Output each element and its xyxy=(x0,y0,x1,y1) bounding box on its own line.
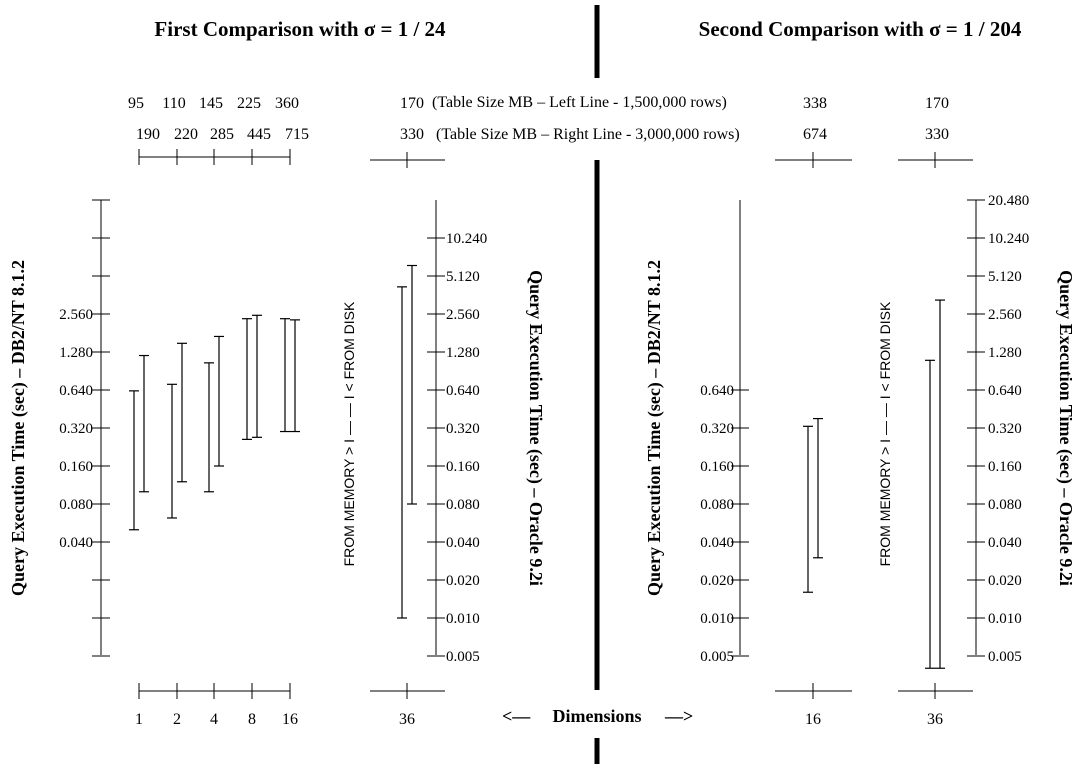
y-tick-label: 0.320 xyxy=(700,421,734,437)
size-label-right-value: 220 xyxy=(174,126,198,143)
y-tick-label: 1.280 xyxy=(988,345,1022,361)
size-label-left-line: (Table Size MB – Left Line - 1,500,000 r… xyxy=(432,94,727,111)
y-tick-label: 0.640 xyxy=(59,383,93,399)
category-label: 2 xyxy=(173,711,181,728)
category-label: 4 xyxy=(210,711,218,728)
size-label-right-value: 715 xyxy=(285,126,309,143)
size-label-left-value: 95 xyxy=(128,95,144,112)
size-label-right-value: 330 xyxy=(400,126,424,143)
y-tick-label: 0.020 xyxy=(988,573,1022,589)
y-tick-label: 0.160 xyxy=(700,459,734,475)
y-tick-label: 0.160 xyxy=(59,459,93,475)
y-tick-label: 0.040 xyxy=(988,535,1022,551)
y-tick-label: 0.640 xyxy=(700,383,734,399)
title-first-comparison: First Comparison with σ = 1 / 24 xyxy=(154,17,446,41)
size-label-right-value: 445 xyxy=(247,126,271,143)
y-tick-label: 0.160 xyxy=(988,459,1022,475)
y-tick-label: 5.120 xyxy=(446,269,480,285)
y-tick-label: 1.280 xyxy=(59,345,93,361)
y-tick-label: 1.280 xyxy=(446,345,480,361)
y-tick-label: 0.040 xyxy=(59,535,93,551)
y-tick-label: 0.005 xyxy=(988,649,1022,665)
y-tick-label: 2.560 xyxy=(446,307,480,323)
size-label-right-value: 285 xyxy=(210,126,234,143)
y-tick-label: 0.040 xyxy=(446,535,480,551)
y-tick-label: 0.320 xyxy=(988,421,1022,437)
y-tick-label: 0.010 xyxy=(988,611,1022,627)
memory-disk-label-first: FROM MEMORY > I — — I < FROM DISK xyxy=(341,301,357,566)
y-tick-label: 0.640 xyxy=(988,383,1022,399)
size-label-left-value: 145 xyxy=(199,95,223,112)
y-tick-label: 0.020 xyxy=(446,573,480,589)
size-label-left-value: 170 xyxy=(400,95,424,112)
category-label: 36 xyxy=(399,711,415,728)
dimensions-arrow-left: <— xyxy=(502,706,531,726)
y-tick-label: 0.005 xyxy=(700,649,734,665)
y-tick-label: 0.640 xyxy=(446,383,480,399)
y-axis-title: Query Execution Time (sec) – DB2/NT 8.1.… xyxy=(644,260,665,596)
y-axis-title: Query Execution Time (sec) – Oracle 9.2i xyxy=(1055,270,1072,586)
size-label-right-value: 330 xyxy=(925,126,949,143)
y-axis-title: Query Execution Time (sec) – DB2/NT 8.1.… xyxy=(8,260,29,596)
size-label-left-value: 225 xyxy=(237,95,261,112)
category-label: 16 xyxy=(805,711,821,728)
size-label-left-value: 360 xyxy=(275,95,299,112)
category-label: 1 xyxy=(135,711,143,728)
y-tick-label: 10.240 xyxy=(446,231,487,247)
category-label: 36 xyxy=(927,711,943,728)
y-tick-label: 0.080 xyxy=(988,497,1022,513)
y-tick-label: 0.010 xyxy=(700,611,734,627)
size-label-right-value: 674 xyxy=(803,126,827,143)
y-tick-label: 0.160 xyxy=(446,459,480,475)
y-tick-label: 2.560 xyxy=(59,307,93,323)
y-tick-label: 0.020 xyxy=(700,573,734,589)
y-tick-label: 5.120 xyxy=(988,269,1022,285)
size-label-left-value: 110 xyxy=(162,95,185,112)
y-tick-label: 0.005 xyxy=(446,649,480,665)
y-tick-label: 10.240 xyxy=(988,231,1029,247)
y-tick-label: 0.010 xyxy=(446,611,480,627)
dimensions-label: Dimensions xyxy=(552,706,641,726)
y-axis-title: Query Execution Time (sec) – Oracle 9.2i xyxy=(525,270,546,586)
y-tick-label: 0.040 xyxy=(700,535,734,551)
y-tick-label: 0.320 xyxy=(59,421,93,437)
y-tick-label: 0.080 xyxy=(59,497,93,513)
y-tick-label: 0.080 xyxy=(700,497,734,513)
y-tick-label: 20.480 xyxy=(988,193,1029,209)
category-label: 16 xyxy=(282,711,298,728)
y-tick-label: 0.320 xyxy=(446,421,480,437)
memory-disk-label-second: FROM MEMORY > I — — I < FROM DISK xyxy=(877,301,893,566)
y-tick-label: 2.560 xyxy=(988,307,1022,323)
category-label: 8 xyxy=(248,711,256,728)
dimensions-arrow-right: —> xyxy=(664,706,693,726)
size-label-left-value: 338 xyxy=(803,95,827,112)
size-label-left-value: 170 xyxy=(925,95,949,112)
y-tick-label: 0.080 xyxy=(446,497,480,513)
size-label-right-line: (Table Size MB – Right Line - 3,000,000 … xyxy=(436,126,740,143)
title-second-comparison: Second Comparison with σ = 1 / 204 xyxy=(699,17,1022,41)
size-label-right-value: 190 xyxy=(136,126,160,143)
